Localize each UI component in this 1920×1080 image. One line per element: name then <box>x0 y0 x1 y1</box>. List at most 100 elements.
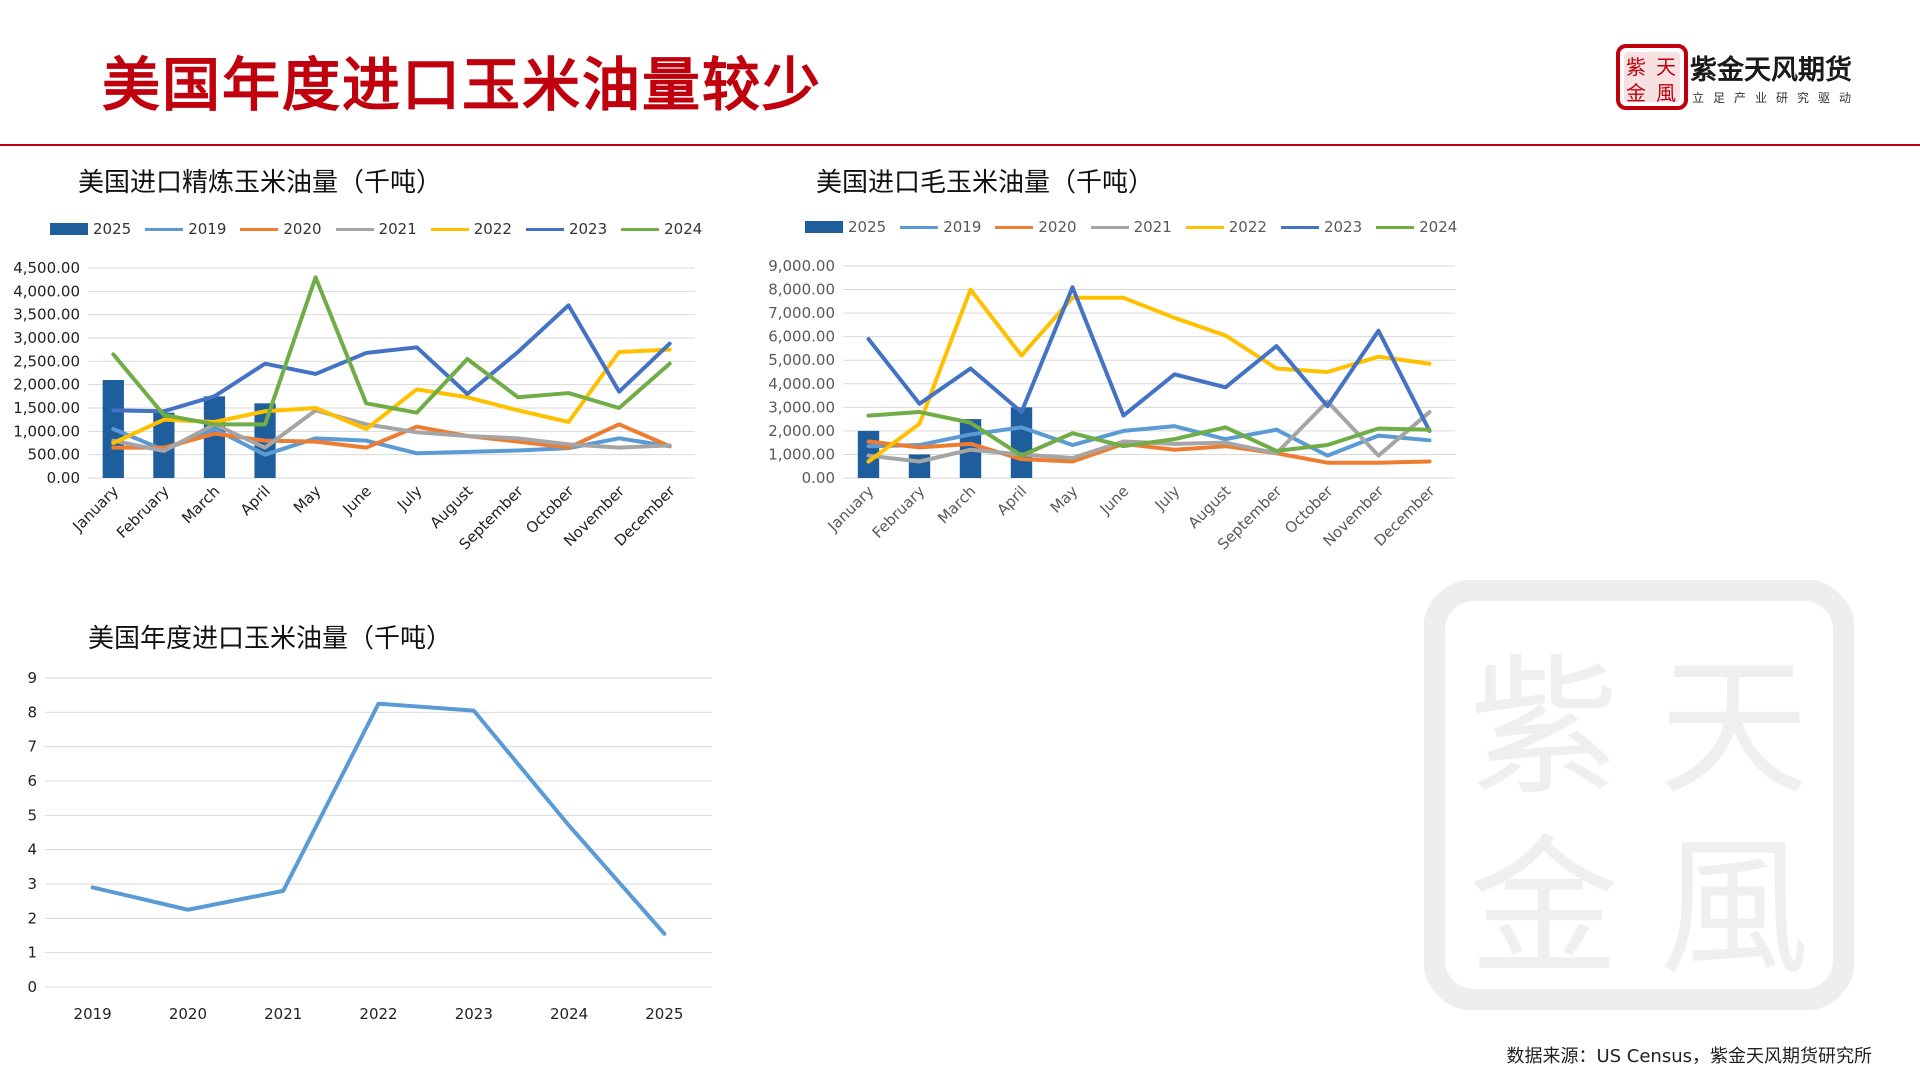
y-tick-label: 8 <box>27 703 37 721</box>
legend-label: 2022 <box>473 220 512 238</box>
company-name: 紫金天风期货 <box>1690 55 1852 86</box>
y-tick-label: 8,000.00 <box>768 281 835 299</box>
series-line-2019 <box>866 424 1432 458</box>
svg-text:天: 天 <box>1656 55 1676 79</box>
legend-label: 2023 <box>1323 218 1363 236</box>
y-tick-label: 7,000.00 <box>768 304 835 322</box>
legend-swatch <box>50 223 88 235</box>
legend-label: 2020 <box>1038 218 1077 236</box>
legend-item-2019: 2019 <box>145 220 226 238</box>
legend-swatch <box>995 225 1034 229</box>
chart-legend: 2025 2019 2020 2021 2022 2023 2024 <box>50 220 702 238</box>
legend-swatch <box>1090 225 1129 229</box>
series-line-2024 <box>111 275 672 427</box>
legend-item-2020: 2020 <box>240 220 322 238</box>
legend-item-2021: 2021 <box>1090 218 1172 236</box>
series-line-2020 <box>866 439 1432 465</box>
x-tick-label: April <box>993 482 1030 519</box>
legend-swatch <box>621 227 660 231</box>
company-logo: 紫 天 金 風 <box>1616 44 1688 110</box>
crude-oil-import-chart: 美国进口毛玉米油量（千吨） 2025 2019 2020 2021 2022 2023 20… <box>755 156 1475 556</box>
legend-swatch <box>1280 225 1319 229</box>
x-tick-label: July <box>1151 482 1184 515</box>
y-tick-label: 7 <box>27 738 37 756</box>
x-tick-label: 2024 <box>550 1005 588 1023</box>
legend-swatch <box>525 227 564 231</box>
legend-label: 2025 <box>848 218 887 236</box>
y-tick-label: 4,000.00 <box>13 282 80 300</box>
svg-text:金: 金 <box>1626 81 1646 105</box>
svg-text:金: 金 <box>1469 822 1619 996</box>
x-tick-label: February <box>869 482 929 542</box>
svg-text:紫: 紫 <box>1626 55 1646 79</box>
y-tick-label: 2,000.00 <box>768 422 835 440</box>
data-source: 数据来源：US Census，紫金天风期货研究所 <box>1506 1046 1872 1067</box>
chart-plot: 0.00 1,000.00 2,000.00 3,000.00 4,000.00 5,00… <box>768 257 1455 553</box>
series-line-2022 <box>866 287 1432 464</box>
x-tick-label: June <box>338 482 375 519</box>
legend-label: 2020 <box>283 220 322 238</box>
y-tick-label: 6,000.00 <box>768 328 835 346</box>
y-tick-label: 0.00 <box>47 469 80 487</box>
chart-legend: 2025 2019 2020 2021 2022 2023 2024 <box>805 218 1457 236</box>
company-slogan: 立足产业研究驱动 <box>1692 91 1861 105</box>
y-tick-label: 1,500.00 <box>13 399 80 417</box>
series-line-annual <box>90 701 667 936</box>
legend-item-2022: 2022 <box>430 220 512 238</box>
series-line-2021 <box>111 408 672 453</box>
bar-2025-March <box>203 396 226 478</box>
watermark-seal: 紫 天 金 風 <box>1424 580 1854 1010</box>
legend-label: 2025 <box>93 220 132 238</box>
x-tick-label: 2022 <box>359 1005 397 1023</box>
y-tick-label: 5,000.00 <box>768 351 835 369</box>
refined-oil-import-chart: 美国进口精炼玉米油量（千吨） 2025 2019 2020 2021 2022 2023 2… <box>0 156 720 556</box>
legend-swatch <box>430 227 469 231</box>
y-tick-label: 4 <box>27 841 37 859</box>
x-tick-label: 2025 <box>645 1005 683 1023</box>
svg-text:風: 風 <box>1656 81 1676 105</box>
legend-item-2025: 2025 <box>50 220 131 238</box>
legend-label: 2019 <box>943 218 982 236</box>
x-tick-label: 2021 <box>264 1005 302 1023</box>
x-tick-label: May <box>1047 482 1082 517</box>
page-title: 美国年度进口玉米油量较少 <box>102 51 823 119</box>
legend-item-2022: 2022 <box>1185 218 1267 236</box>
legend-swatch <box>1185 225 1224 229</box>
svg-text:紫: 紫 <box>1469 642 1619 816</box>
bar-2025-February <box>153 412 175 478</box>
legend-swatch <box>900 225 939 229</box>
series-line-2023 <box>111 303 672 414</box>
legend-item-2024: 2024 <box>1376 218 1457 236</box>
y-tick-label: 2,500.00 <box>13 352 80 370</box>
legend-item-2020: 2020 <box>995 218 1077 236</box>
bar-2025-April <box>1010 407 1033 478</box>
svg-text:天: 天 <box>1659 642 1809 816</box>
y-tick-label: 3,000.00 <box>13 329 80 347</box>
legend-swatch <box>805 221 843 233</box>
legend-swatch <box>145 227 184 231</box>
y-tick-label: 4,000.00 <box>768 375 835 393</box>
y-tick-label: 2,000.00 <box>13 376 80 394</box>
annual-import-chart: 美国年度进口玉米油量（千吨） 0 1 2 3 4 5 6 7 8 9 2019 2020 2021 202… <box>0 612 740 1032</box>
y-tick-label: 1,000.00 <box>13 422 80 440</box>
y-tick-label: 0.00 <box>802 469 835 487</box>
legend-label: 2019 <box>188 220 227 238</box>
legend-label: 2023 <box>568 220 608 238</box>
chart-title: 美国进口毛玉米油量（千吨） <box>815 168 1154 198</box>
chart-plot: 0 1 2 3 4 5 6 7 8 9 2019 2020 2021 2022 2023 2024 2025 <box>27 669 712 1023</box>
legend-label: 2024 <box>1419 218 1458 236</box>
y-tick-label: 0 <box>27 978 37 996</box>
legend-label: 2022 <box>1228 218 1267 236</box>
x-tick-label: February <box>113 482 173 542</box>
y-tick-label: 5 <box>27 806 37 824</box>
chart-plot: 0.00 500.00 1,000.00 1,500.00 2,000.00 2,500.… <box>13 259 695 553</box>
chart-title: 美国进口精炼玉米油量（千吨） <box>77 168 442 198</box>
y-tick-label: 1 <box>27 944 37 962</box>
legend-label: 2021 <box>378 220 417 238</box>
x-tick-label: March <box>934 482 979 527</box>
y-tick-label: 6 <box>27 772 37 790</box>
legend-item-2021: 2021 <box>335 220 417 238</box>
y-tick-label: 3 <box>27 875 37 893</box>
y-tick-label: 4,500.00 <box>13 259 80 277</box>
legend-label: 2021 <box>1133 218 1172 236</box>
